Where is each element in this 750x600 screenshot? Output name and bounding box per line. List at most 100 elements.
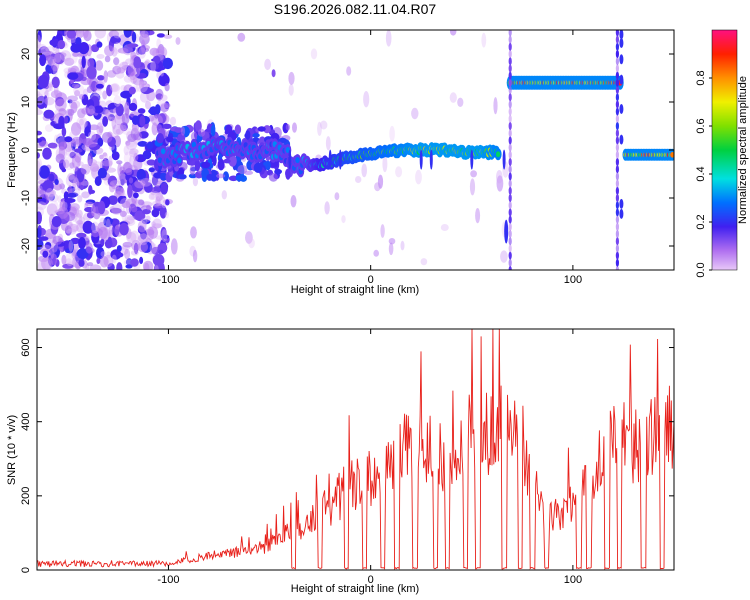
- noise-cell: [78, 94, 85, 100]
- noise-cell: [493, 97, 498, 115]
- noise-cell: [99, 217, 106, 225]
- noise-cell: [147, 62, 159, 71]
- noise-cell: [88, 124, 100, 131]
- ridge-halo-cell: [206, 173, 213, 181]
- ridge-halo-cell: [217, 158, 225, 171]
- noise-cell: [292, 122, 297, 133]
- noise-cell: [81, 107, 90, 115]
- noise-cell: [106, 251, 111, 259]
- noise-cell: [94, 176, 102, 187]
- noise-cell: [385, 30, 392, 47]
- noise-cell: [81, 191, 90, 199]
- noise-cell: [70, 43, 82, 53]
- ridge-halo-cell: [166, 136, 174, 143]
- edge-cell: [615, 122, 620, 130]
- noise-cell: [134, 179, 146, 189]
- noise-cell: [50, 53, 57, 60]
- noise-cell: [248, 238, 255, 249]
- edge-cell: [615, 136, 620, 145]
- edge-cell: [508, 136, 512, 145]
- noise-cell: [496, 170, 503, 184]
- noise-cell: [130, 250, 139, 256]
- noise-cell: [415, 169, 422, 185]
- noise-cell: [65, 252, 75, 267]
- noise-cell: [37, 152, 40, 159]
- noise-cell: [141, 219, 151, 225]
- noise-cell: [119, 210, 127, 217]
- edge-cell: [508, 143, 512, 152]
- edge-cell: [615, 179, 620, 188]
- noise-cell: [41, 257, 51, 270]
- noise-cell: [86, 65, 97, 79]
- ridge-cell: [285, 147, 290, 153]
- edge-cell: [615, 50, 620, 58]
- ridge-halo-cell: [159, 172, 168, 181]
- noise-cell: [123, 74, 134, 83]
- noise-cell: [93, 105, 104, 114]
- noise-cell: [96, 83, 104, 89]
- noise-cell: [107, 195, 118, 205]
- chart-title: S196.2026.082.11.04.R07: [274, 1, 437, 17]
- streak-cell: [504, 219, 509, 244]
- noise-cell: [53, 134, 59, 146]
- noise-cell: [71, 83, 80, 89]
- edge-cell: [508, 100, 512, 109]
- noise-cell: [127, 75, 138, 82]
- noise-cell: [126, 232, 137, 243]
- edge-cell: [619, 104, 624, 114]
- x-tick-label: 0: [368, 274, 374, 286]
- noise-cell: [141, 39, 146, 53]
- noise-cell: [63, 156, 75, 171]
- edge-cell: [615, 208, 620, 217]
- noise-cell: [320, 120, 328, 130]
- noise-cell: [65, 174, 76, 187]
- noise-cell: [64, 57, 75, 66]
- noise-cell: [148, 167, 155, 173]
- noise-cell: [149, 106, 158, 116]
- noise-cell: [103, 70, 108, 83]
- noise-cell: [325, 136, 331, 151]
- noise-cell: [58, 115, 65, 129]
- noise-cell: [54, 98, 67, 112]
- noise-cell: [155, 196, 161, 206]
- noise-cell: [102, 116, 108, 127]
- noise-cell: [134, 210, 146, 222]
- edge-cell: [508, 50, 512, 58]
- noise-cell: [37, 259, 46, 270]
- noise-cell: [125, 204, 132, 214]
- noise-cell: [72, 177, 80, 191]
- snr-y-ticks: 0 200 400 600: [20, 338, 674, 573]
- noise-cell: [102, 160, 113, 167]
- noise-cell: [53, 201, 59, 212]
- streak-cell: [419, 149, 423, 170]
- noise-cell: [165, 199, 170, 206]
- noise-cell: [124, 248, 131, 260]
- noise-cell: [151, 223, 163, 229]
- ridge-halo-cell: [253, 162, 263, 173]
- noise-cell: [192, 249, 198, 263]
- noise-cell: [85, 242, 93, 254]
- noise-cell: [45, 50, 52, 59]
- noise-cell: [104, 109, 111, 117]
- noise-cell: [69, 203, 80, 212]
- edge-cell: [619, 38, 624, 48]
- noise-cell: [80, 118, 87, 132]
- noise-cell: [37, 109, 43, 115]
- edge-cell: [508, 230, 512, 238]
- noise-cell: [107, 263, 115, 270]
- noise-cell: [75, 37, 82, 46]
- noise-cell: [111, 203, 122, 215]
- noise-cell: [113, 57, 120, 66]
- noise-cell: [146, 159, 156, 166]
- ridge-halo-cell: [190, 131, 198, 142]
- x-tick-label: -100: [157, 574, 179, 586]
- noise-cell: [96, 54, 105, 59]
- noise-cell: [110, 84, 119, 92]
- noise-cell: [52, 235, 63, 245]
- noise-cell: [118, 124, 127, 131]
- streak-cell: [429, 149, 433, 170]
- noise-cell: [164, 211, 169, 219]
- edge-cell: [615, 71, 620, 80]
- noise-cell: [108, 109, 117, 115]
